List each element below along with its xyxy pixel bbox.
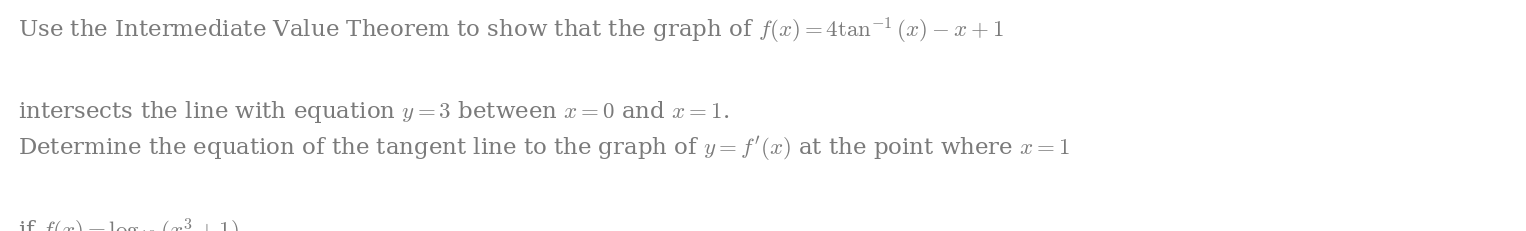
- Text: Determine the equation of the tangent line to the graph of $y = f'(x)$ at the po: Determine the equation of the tangent li…: [18, 134, 1071, 163]
- Text: if $f(x) = \log_{10}(x^3 + 1)$.: if $f(x) = \log_{10}(x^3 + 1)$.: [18, 217, 247, 231]
- Text: Use the Intermediate Value Theorem to show that the graph of $f(x) = 4\tan^{-1}(: Use the Intermediate Value Theorem to sh…: [18, 16, 1004, 46]
- Text: intersects the line with equation $y = 3$ between $x = 0$ and $x = 1$.: intersects the line with equation $y = 3…: [18, 99, 729, 125]
